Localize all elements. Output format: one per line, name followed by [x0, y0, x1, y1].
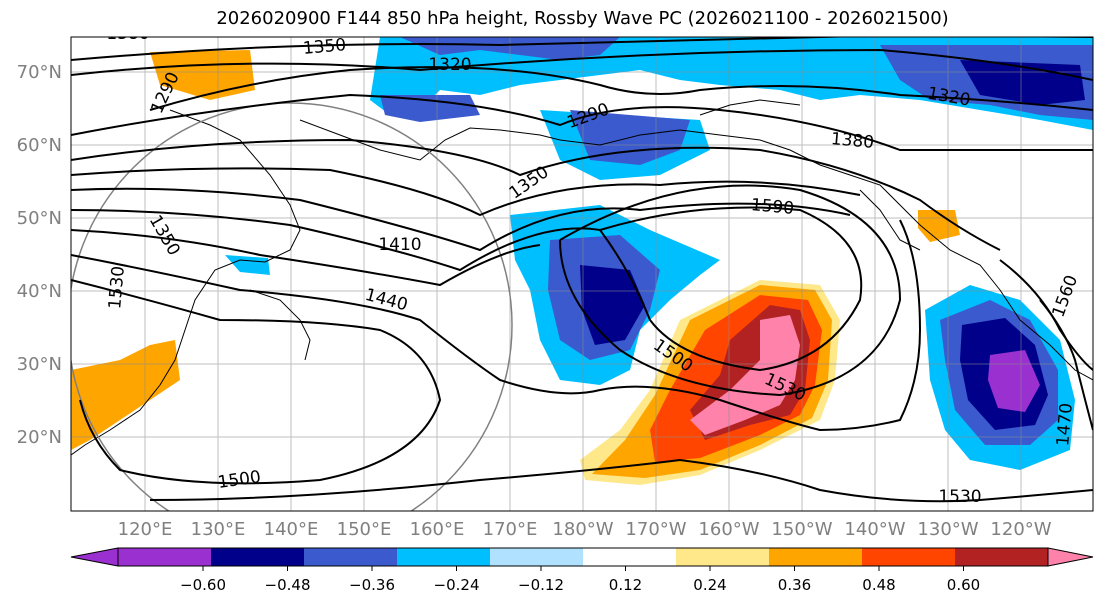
colorbar-tick-label: 0.48 [862, 576, 895, 594]
latitude-label: 40°N [17, 281, 62, 302]
colorbar-segment [583, 548, 677, 566]
colorbar-tick-label: −0.48 [265, 576, 311, 594]
longitude-label: 130°E [191, 519, 246, 540]
longitude-label: 130°W [917, 519, 978, 540]
colorbar-tick-label: 0.24 [693, 576, 726, 594]
colorbar-segment [211, 548, 305, 566]
longitude-label: 170°W [625, 519, 686, 540]
colorbar-segment [490, 548, 584, 566]
longitude-labels: 120°E 130°E 140°E 150°E 160°E 170°E 180°W 170°W… [118, 519, 1052, 540]
colorbar-segment [676, 548, 770, 566]
longitude-label: 180°W [552, 519, 613, 540]
contour-label: 1380 [830, 129, 875, 153]
colorbar-segment [304, 548, 398, 566]
colorbar-segment [769, 548, 863, 566]
colorbar-tick-label: −0.60 [180, 576, 226, 594]
contour-label: 1470 [1053, 402, 1077, 447]
shade-central-navy [580, 265, 645, 345]
contour-label: 1320 [428, 55, 471, 75]
shade-china-orange [71, 340, 180, 450]
contour-label: 1380 [106, 24, 149, 44]
colorbar-segment [397, 548, 491, 566]
shade-arctic-mid-blue [380, 95, 480, 122]
contour-label: 1350 [302, 35, 347, 59]
colorbar-tick-label: −0.24 [434, 576, 480, 594]
height-contours [71, 37, 1093, 503]
longitude-label: 150°E [337, 519, 392, 540]
latitude-label: 70°N [17, 62, 62, 83]
colorbar: −0.60 −0.48 −0.36 −0.24 −0.12 0.12 0.24 0.36 0.4… [70, 547, 1094, 594]
map-gridlines [71, 37, 1093, 511]
longitude-label: 160°E [410, 519, 465, 540]
great-circle-outline [71, 102, 513, 511]
colorbar-frame [117, 547, 1049, 567]
longitude-label: 120°E [118, 519, 173, 540]
longitude-label: 120°W [990, 519, 1051, 540]
plot-frame [70, 36, 1094, 512]
latitude-label: 30°N [17, 354, 62, 375]
colorbar-tick-label: 0.12 [609, 576, 642, 594]
colorbar-tick-label: −0.36 [349, 576, 395, 594]
colorbar-extend-min [70, 547, 119, 567]
latitude-labels: 70°N 60°N 50°N 40°N 30°N 20°N [17, 62, 62, 448]
shade-pos-pink [690, 315, 800, 435]
contour-label: 1530 [938, 487, 981, 507]
latitude-label: 50°N [17, 208, 62, 229]
colorbar-tick-label: 0.60 [947, 576, 980, 594]
shade-epac-purple [988, 350, 1040, 412]
contour-label: 1410 [378, 235, 421, 255]
longitude-label: 140°E [264, 519, 319, 540]
contour-label: 1530 [105, 265, 129, 310]
longitude-label: 170°E [483, 519, 538, 540]
map-title: 2026020900 F144 850 hPa height, Rossby W… [216, 8, 949, 29]
longitude-label: 160°W [698, 519, 759, 540]
colorbar-segment [118, 548, 212, 566]
longitude-label: 140°W [844, 519, 905, 540]
shade-japan-cyan [225, 255, 270, 275]
longitude-label: 150°W [771, 519, 832, 540]
colorbar-tick-label: −0.12 [518, 576, 564, 594]
shade-west-orange [150, 50, 255, 100]
colorbar-segment [955, 548, 1049, 566]
latitude-label: 60°N [17, 135, 62, 156]
colorbar-extend-max [1047, 547, 1094, 567]
contour-label: 1590 [750, 195, 795, 219]
colorbar-tick-label: 0.36 [778, 576, 811, 594]
colorbar-segment [862, 548, 956, 566]
latitude-label: 20°N [17, 427, 62, 448]
